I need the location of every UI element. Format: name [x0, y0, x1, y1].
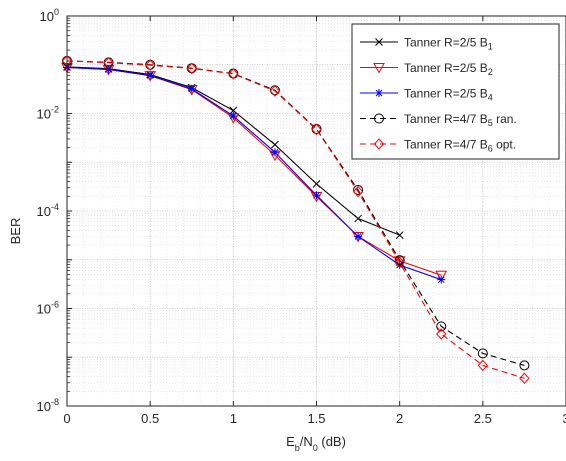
legend-label: Tanner R=4/7 B5 ran.	[404, 112, 517, 128]
x-tick-label: 2.5	[474, 411, 492, 426]
series-4-point	[436, 321, 447, 332]
legend-item-3: Tanner R=2/5 B4	[360, 87, 493, 103]
series-2-point	[435, 270, 448, 282]
series-5-point	[394, 256, 405, 269]
legend-label: Tanner R=2/5 B2	[404, 61, 493, 77]
series-5-point	[311, 123, 322, 136]
y-tick-label: 10-8	[37, 397, 59, 414]
series-group	[61, 55, 530, 385]
series-5-point	[436, 328, 447, 340]
series-4-point	[394, 255, 405, 266]
x-tick-label: 0	[63, 411, 70, 426]
series-4-point	[519, 360, 530, 371]
series-5-point	[519, 372, 530, 385]
legend-label: Tanner R=2/5 B4	[404, 87, 493, 103]
x-tick-label: 1	[230, 411, 237, 426]
series-5-point	[144, 59, 156, 71]
legend-item-4: Tanner R=4/7 B5 ran.	[360, 112, 517, 128]
series-1-point	[271, 140, 279, 149]
series-3-point	[229, 111, 238, 120]
x-tick-label: 0.5	[141, 411, 159, 426]
legend-label: Tanner R=2/5 B1	[404, 36, 493, 52]
legend-marker	[373, 63, 385, 74]
series-1-point	[229, 106, 238, 115]
legend-item-2: Tanner R=2/5 B2	[360, 61, 493, 77]
y-tick-labels: 10-8 10-6 10-4 10-2 100	[37, 7, 59, 414]
series-1-point	[354, 214, 362, 223]
x-tick-label: 2	[396, 411, 403, 426]
series-3-point	[187, 84, 196, 93]
series-3-point	[437, 275, 446, 284]
series-4-point	[477, 348, 488, 359]
y-tick-label: 10-4	[37, 202, 59, 219]
series-5-point	[269, 85, 281, 97]
legend-label: Tanner R=4/7 B6 opt.	[404, 138, 516, 154]
series-5-point	[228, 68, 239, 80]
legend-marker	[373, 138, 385, 150]
series-3	[63, 63, 446, 284]
series-5-point	[186, 62, 197, 75]
legend-marker	[375, 38, 383, 46]
axes-frame	[66, 15, 566, 407]
legend-marker	[375, 89, 383, 97]
series-3-point	[312, 191, 321, 200]
series-5-line	[66, 60, 525, 379]
series-4-point	[353, 184, 364, 195]
legend-item-1: Tanner R=2/5 B1	[360, 36, 493, 52]
y-tick-label: 10-2	[37, 105, 59, 122]
x-tick-label: 3	[562, 411, 566, 426]
series-3-point	[146, 71, 155, 80]
series-3-point	[354, 232, 363, 241]
x-tick-labels: 0 0.5 1 1.5 2 2.5 3	[63, 411, 566, 426]
series-5-point	[352, 185, 364, 198]
series-5-point	[103, 56, 114, 69]
series-3-point	[104, 65, 113, 74]
legend-marker	[374, 113, 384, 124]
series-3-line	[66, 66, 442, 281]
series-3-point	[270, 148, 279, 157]
series-4-line	[66, 60, 525, 366]
x-tick-label: 1.5	[307, 411, 325, 426]
series-1-point	[395, 231, 404, 239]
y-tick-label: 100	[40, 7, 59, 24]
legend: Tanner R=2/5 B1 Tanner R=2/5 B2 Tanner R=2…	[351, 23, 560, 160]
series-1-point	[312, 180, 321, 188]
legend-item-5: Tanner R=4/7 B6 opt.	[360, 138, 516, 154]
series-5-point	[477, 359, 489, 372]
legend-box	[351, 23, 560, 160]
x-axis-label: Eb/N0 (dB)	[286, 434, 346, 453]
y-tick-label: 10-6	[37, 300, 59, 317]
y-axis-label: BER	[8, 218, 23, 245]
